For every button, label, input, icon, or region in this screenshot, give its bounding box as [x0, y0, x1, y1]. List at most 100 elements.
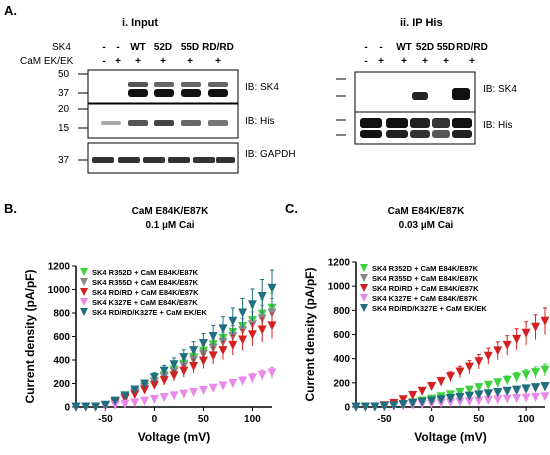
data-point — [149, 380, 159, 390]
x-tick-label: 0 — [429, 414, 435, 425]
data-point — [455, 392, 465, 402]
data-point — [493, 378, 503, 388]
condition-label: - — [102, 42, 105, 53]
condition-label: + — [422, 56, 428, 67]
data-point — [408, 398, 418, 408]
data-point — [379, 401, 389, 411]
condition-label: + — [443, 56, 449, 67]
data-point — [140, 379, 150, 389]
data-point — [130, 390, 140, 400]
data-point — [238, 376, 248, 386]
legend-entry: SK4 RD/RD/K327E + CaM EK/EK — [372, 304, 487, 313]
cam-row-label: CaM EK/EK — [20, 56, 74, 67]
y-tick-label: 1200 — [328, 258, 351, 269]
y-tick-label: 1200 — [48, 262, 71, 273]
data-point — [238, 308, 248, 318]
data-point — [464, 391, 474, 401]
condition-label: + — [160, 56, 166, 67]
data-point — [179, 353, 189, 363]
data-point — [512, 385, 522, 395]
data-point — [464, 397, 474, 407]
data-point — [218, 381, 228, 391]
chart-c-title: CaM E84K/E87K — [388, 206, 465, 217]
condition-label: WT — [396, 42, 412, 53]
condition-label: - — [116, 42, 119, 53]
y-tick-label: 600 — [53, 332, 70, 343]
data-point — [238, 335, 248, 345]
data-point — [483, 389, 493, 399]
data-point — [398, 400, 408, 410]
y-tick-label: 200 — [333, 378, 350, 389]
x-tick-label: 0 — [152, 414, 158, 425]
data-point — [464, 362, 474, 372]
legend-marker — [80, 308, 88, 316]
data-point — [502, 394, 512, 404]
data-point — [531, 322, 541, 332]
condition-label: + — [187, 56, 193, 67]
data-point — [140, 396, 150, 406]
data-point — [189, 346, 199, 356]
data-point — [417, 386, 427, 396]
input-cam-conditions: - + + + + + — [102, 56, 221, 67]
data-point — [521, 393, 531, 403]
x-axis-label: Voltage (mV) — [138, 430, 210, 444]
data-point — [257, 292, 267, 302]
data-point — [228, 316, 238, 326]
data-point — [218, 324, 228, 334]
marker-15: 15 — [58, 123, 70, 134]
ib-gapdh-label: IB: GAPDH — [245, 149, 296, 160]
data-point — [91, 402, 101, 412]
data-point — [521, 384, 531, 394]
x-tick-label: 50 — [473, 414, 485, 425]
data-point — [169, 391, 179, 401]
data-point — [521, 370, 531, 380]
data-point — [228, 340, 238, 350]
data-point — [446, 372, 455, 382]
condition-label: 52D — [416, 42, 434, 53]
data-point — [267, 321, 277, 331]
marker-37: 37 — [58, 88, 70, 99]
data-point — [120, 399, 130, 409]
data-point — [257, 325, 267, 335]
y-tick-label: 800 — [53, 309, 70, 320]
legend-marker — [360, 274, 368, 282]
legend-marker — [360, 264, 368, 272]
ip-ib-his-label: IB: His — [483, 120, 512, 131]
data-point — [502, 386, 512, 396]
data-point — [130, 398, 140, 408]
y-tick-label: 400 — [333, 354, 350, 365]
input-blot-sk4: 50 37 IB: SK4 — [58, 69, 279, 104]
x-tick-label: 100 — [244, 414, 261, 425]
data-point — [464, 385, 474, 395]
data-point — [189, 361, 199, 371]
legend-entry: SK4 R352D + CaM E84K/E87K — [92, 268, 199, 277]
panel-c-label: C. — [285, 201, 298, 216]
condition-label: + — [378, 56, 384, 67]
data-point — [493, 395, 503, 405]
chart-b-title: CaM E84K/E87K — [132, 206, 209, 217]
ip-blot-sk4: IB: SK4 — [336, 71, 517, 113]
marker-50: 50 — [58, 69, 70, 80]
data-point — [483, 380, 493, 390]
legend-entry: SK4 RD/RD + CaM E84K/E87K — [372, 284, 479, 293]
data-point — [179, 366, 189, 376]
legend-entry: SK4 K327E + CaM E84K/E87K — [92, 298, 198, 307]
data-point — [208, 351, 218, 361]
chart-c: 0 200 400 600 800 1000 1200 -50 0 50 100 Voltage (m… — [303, 258, 550, 444]
data-point — [247, 373, 257, 383]
y-tick-label: 0 — [344, 403, 350, 414]
condition-label: + — [469, 56, 475, 67]
condition-label: RD/RD — [456, 42, 488, 53]
condition-label: + — [401, 56, 407, 67]
legend-marker — [80, 288, 88, 296]
data-point — [502, 340, 512, 350]
data-point — [159, 393, 169, 403]
series-4 — [71, 269, 277, 412]
data-point — [130, 385, 140, 395]
input-blot-gapdh: 37 IB: GAPDH — [58, 142, 296, 174]
data-point — [198, 356, 208, 366]
legend-marker — [360, 294, 368, 302]
data-point — [159, 366, 169, 376]
data-point — [493, 388, 503, 397]
